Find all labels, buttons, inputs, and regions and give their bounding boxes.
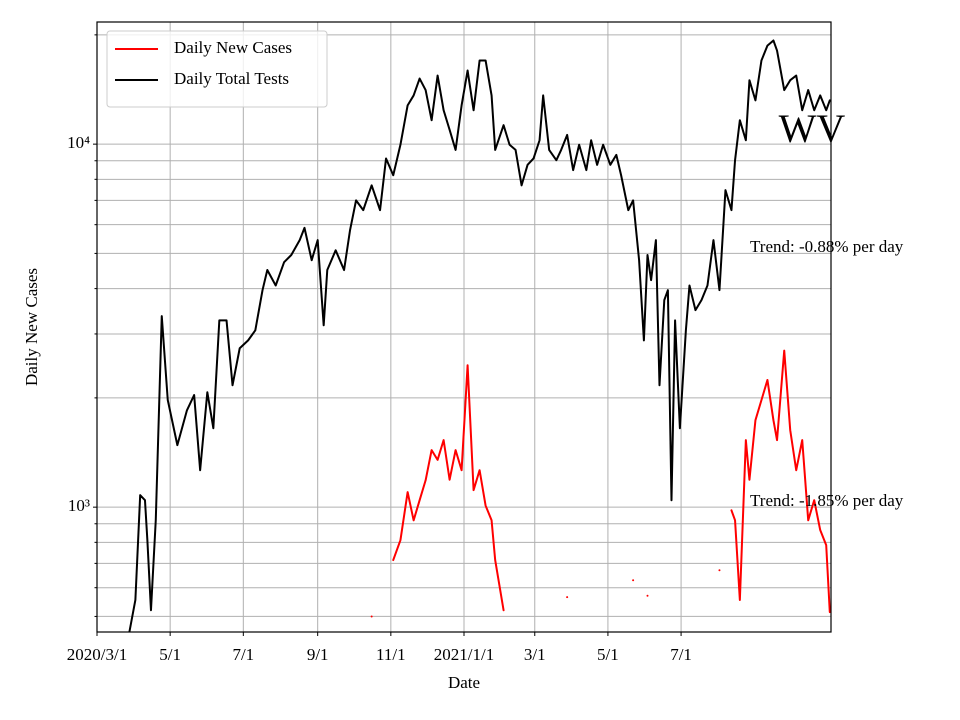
annotation: Trend: -0.88% per day — [750, 237, 904, 256]
x-tick-label: 9/1 — [307, 645, 329, 664]
y-tick-label: 10⁴ — [67, 133, 90, 152]
grid — [93, 22, 831, 636]
y-axis-label: Daily New Cases — [22, 268, 41, 386]
x-tick-label: 7/1 — [670, 645, 692, 664]
x-tick-label: 3/1 — [524, 645, 546, 664]
annotations: WV Trend: -0.88% per day Trend: -1.85% per… — [750, 106, 904, 510]
x-tick-label: 7/1 — [232, 645, 254, 664]
x-tick-label: 11/1 — [376, 645, 406, 664]
legend-label: Daily Total Tests — [174, 69, 289, 88]
x-tick-label: 5/1 — [159, 645, 181, 664]
plot-area — [128, 39, 831, 632]
x-tick-label: 5/1 — [597, 645, 619, 664]
x-tick-label: 2020/3/1 — [67, 645, 127, 664]
series-line — [730, 349, 831, 614]
series-line — [392, 364, 505, 612]
legend: Daily New Cases Daily Total Tests — [106, 30, 328, 108]
axes-frame — [96, 21, 832, 633]
x-axis-label: Date — [448, 673, 480, 692]
y-tick-label: 10³ — [68, 496, 90, 515]
annotation: Trend: -1.85% per day — [750, 491, 904, 510]
legend-frame — [106, 30, 328, 108]
annotation: WV — [779, 106, 846, 151]
series-line — [128, 39, 831, 632]
x-tick-label: 2021/1/1 — [434, 645, 494, 664]
legend-label: Daily New Cases — [174, 38, 292, 57]
